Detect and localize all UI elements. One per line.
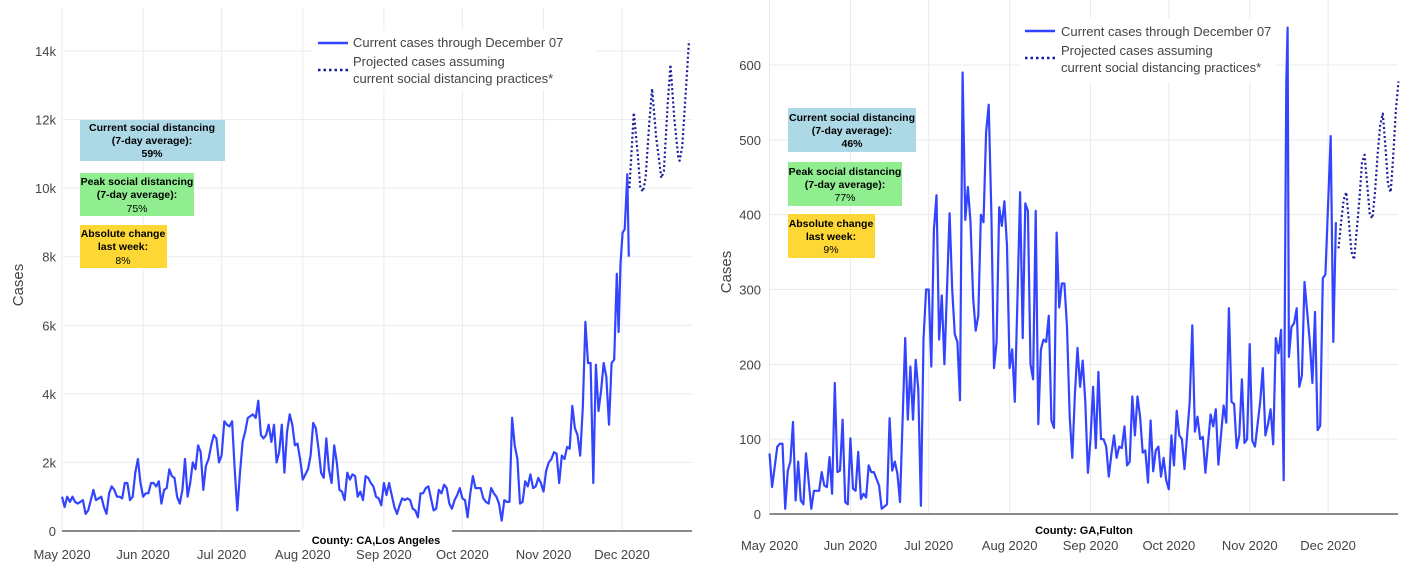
x-tick-label: Jun 2020	[824, 538, 878, 553]
absolute-change-box: Absolute change last week: 8%	[80, 225, 167, 268]
y-tick-label: 8k	[42, 250, 56, 265]
y-tick-label: 0	[49, 524, 56, 539]
x-tick-label: Oct 2020	[436, 547, 489, 562]
box-label-line1: Peak social distancing	[81, 176, 194, 188]
legend-projected-label-line1: Projected cases assuming	[353, 54, 505, 69]
legend-projected-label-line2: current social distancing practices*	[1061, 60, 1261, 75]
x-tick-label: Jul 2020	[904, 538, 953, 553]
projected-cases-line	[1337, 81, 1400, 261]
box-label-line1: Absolute change	[789, 218, 874, 230]
box-label-line1: Current social distancing	[789, 112, 915, 124]
y-tick-label: 500	[739, 133, 761, 148]
legend: Current cases through December 07 Projec…	[1019, 18, 1277, 82]
x-tick-label: Nov 2020	[1222, 538, 1278, 553]
x-tick-label: Oct 2020	[1142, 538, 1195, 553]
x-tick-label: Nov 2020	[516, 547, 572, 562]
x-tick-label: Jul 2020	[197, 547, 246, 562]
gridlines	[61, 8, 692, 531]
legend-bg	[1019, 18, 1277, 82]
x-tick-label: Jun 2020	[116, 547, 170, 562]
chart-fulton: 0 100 200 300 400 500 600 May 2020 Jun 2020 Jul 2…	[718, 0, 1400, 553]
peak-social-distancing-box: Peak social distancing (7-day average): …	[80, 173, 194, 216]
x-tick-label: Aug 2020	[275, 547, 331, 562]
y-tick-label: 0	[754, 507, 761, 522]
x-tick-label: Dec 2020	[1300, 538, 1356, 553]
current-social-distancing-box: Current social distancing (7-day average…	[80, 120, 225, 161]
y-tick-label: 300	[739, 283, 761, 298]
absolute-change-box: Absolute change last week: 9%	[788, 214, 875, 258]
box-label-line2: last week:	[806, 231, 856, 243]
legend-current-label: Current cases through December 07	[1061, 24, 1271, 39]
box-label-line2: last week:	[98, 241, 148, 253]
box-value: 8%	[115, 255, 130, 267]
box-label-line2: (7-day average):	[805, 179, 886, 191]
box-label-line1: Peak social distancing	[789, 166, 902, 178]
current-cases-line	[60, 173, 630, 522]
box-label-line2: (7-day average):	[112, 135, 193, 147]
current-social-distancing-box: Current social distancing (7-day average…	[788, 108, 916, 152]
box-value: 46%	[841, 138, 863, 150]
peak-social-distancing-box: Peak social distancing (7-day average): …	[788, 162, 902, 206]
y-tick-label: 600	[739, 58, 761, 73]
y-tick-label: 100	[739, 432, 761, 447]
y-tick-label: 200	[739, 357, 761, 372]
legend-current-label: Current cases through December 07	[353, 35, 563, 50]
current-cases-line	[768, 26, 1337, 510]
y-tick-label: 6k	[42, 318, 56, 333]
x-tick-label: Aug 2020	[982, 538, 1038, 553]
y-axis-title: Cases	[10, 264, 27, 307]
box-label-line2: (7-day average):	[812, 125, 893, 137]
county-label: County: GA,Fulton	[1035, 525, 1133, 537]
y-tick-label: 2k	[42, 455, 56, 470]
series-lines	[60, 40, 691, 522]
x-tick-label: May 2020	[741, 538, 798, 553]
y-tick-label: 14k	[35, 44, 56, 59]
legend-projected-label-line2: current social distancing practices*	[353, 71, 553, 86]
projected-cases-line	[628, 40, 691, 193]
box-label-line2: (7-day average):	[97, 189, 178, 201]
y-axis-title: Cases	[718, 251, 735, 294]
box-value: 59%	[141, 148, 163, 160]
box-label-line1: Current social distancing	[89, 122, 215, 134]
box-label-line1: Absolute change	[81, 228, 166, 240]
x-tick-label: Sep 2020	[356, 547, 412, 562]
legend-projected-label-line1: Projected cases assuming	[1061, 43, 1213, 58]
box-value: 77%	[834, 192, 855, 204]
box-value: 75%	[126, 203, 147, 215]
chart-los-angeles: 0 2k 4k 6k 8k 10k 12k 14k May 2020 Jun 2020 Jul 20…	[10, 8, 692, 562]
x-tick-label: Sep 2020	[1063, 538, 1119, 553]
y-tick-label: 10k	[35, 181, 56, 196]
y-tick-label: 12k	[35, 113, 56, 128]
axes: 0 2k 4k 6k 8k 10k 12k 14k May 2020 Jun 2020 Jul 20…	[33, 44, 692, 562]
x-tick-label: May 2020	[33, 547, 90, 562]
box-value: 9%	[823, 244, 838, 256]
y-tick-label: 4k	[42, 387, 56, 402]
legend: Current cases through December 07 Projec…	[312, 30, 596, 90]
county-label-bg	[300, 528, 452, 550]
series-lines	[768, 26, 1400, 510]
x-tick-label: Dec 2020	[594, 547, 650, 562]
county-label: County: CA,Los Angeles	[312, 535, 441, 547]
legend-bg	[312, 30, 596, 90]
axes: 0 100 200 300 400 500 600 May 2020 Jun 2020 Jul 2…	[739, 58, 1398, 553]
y-tick-label: 400	[739, 208, 761, 223]
